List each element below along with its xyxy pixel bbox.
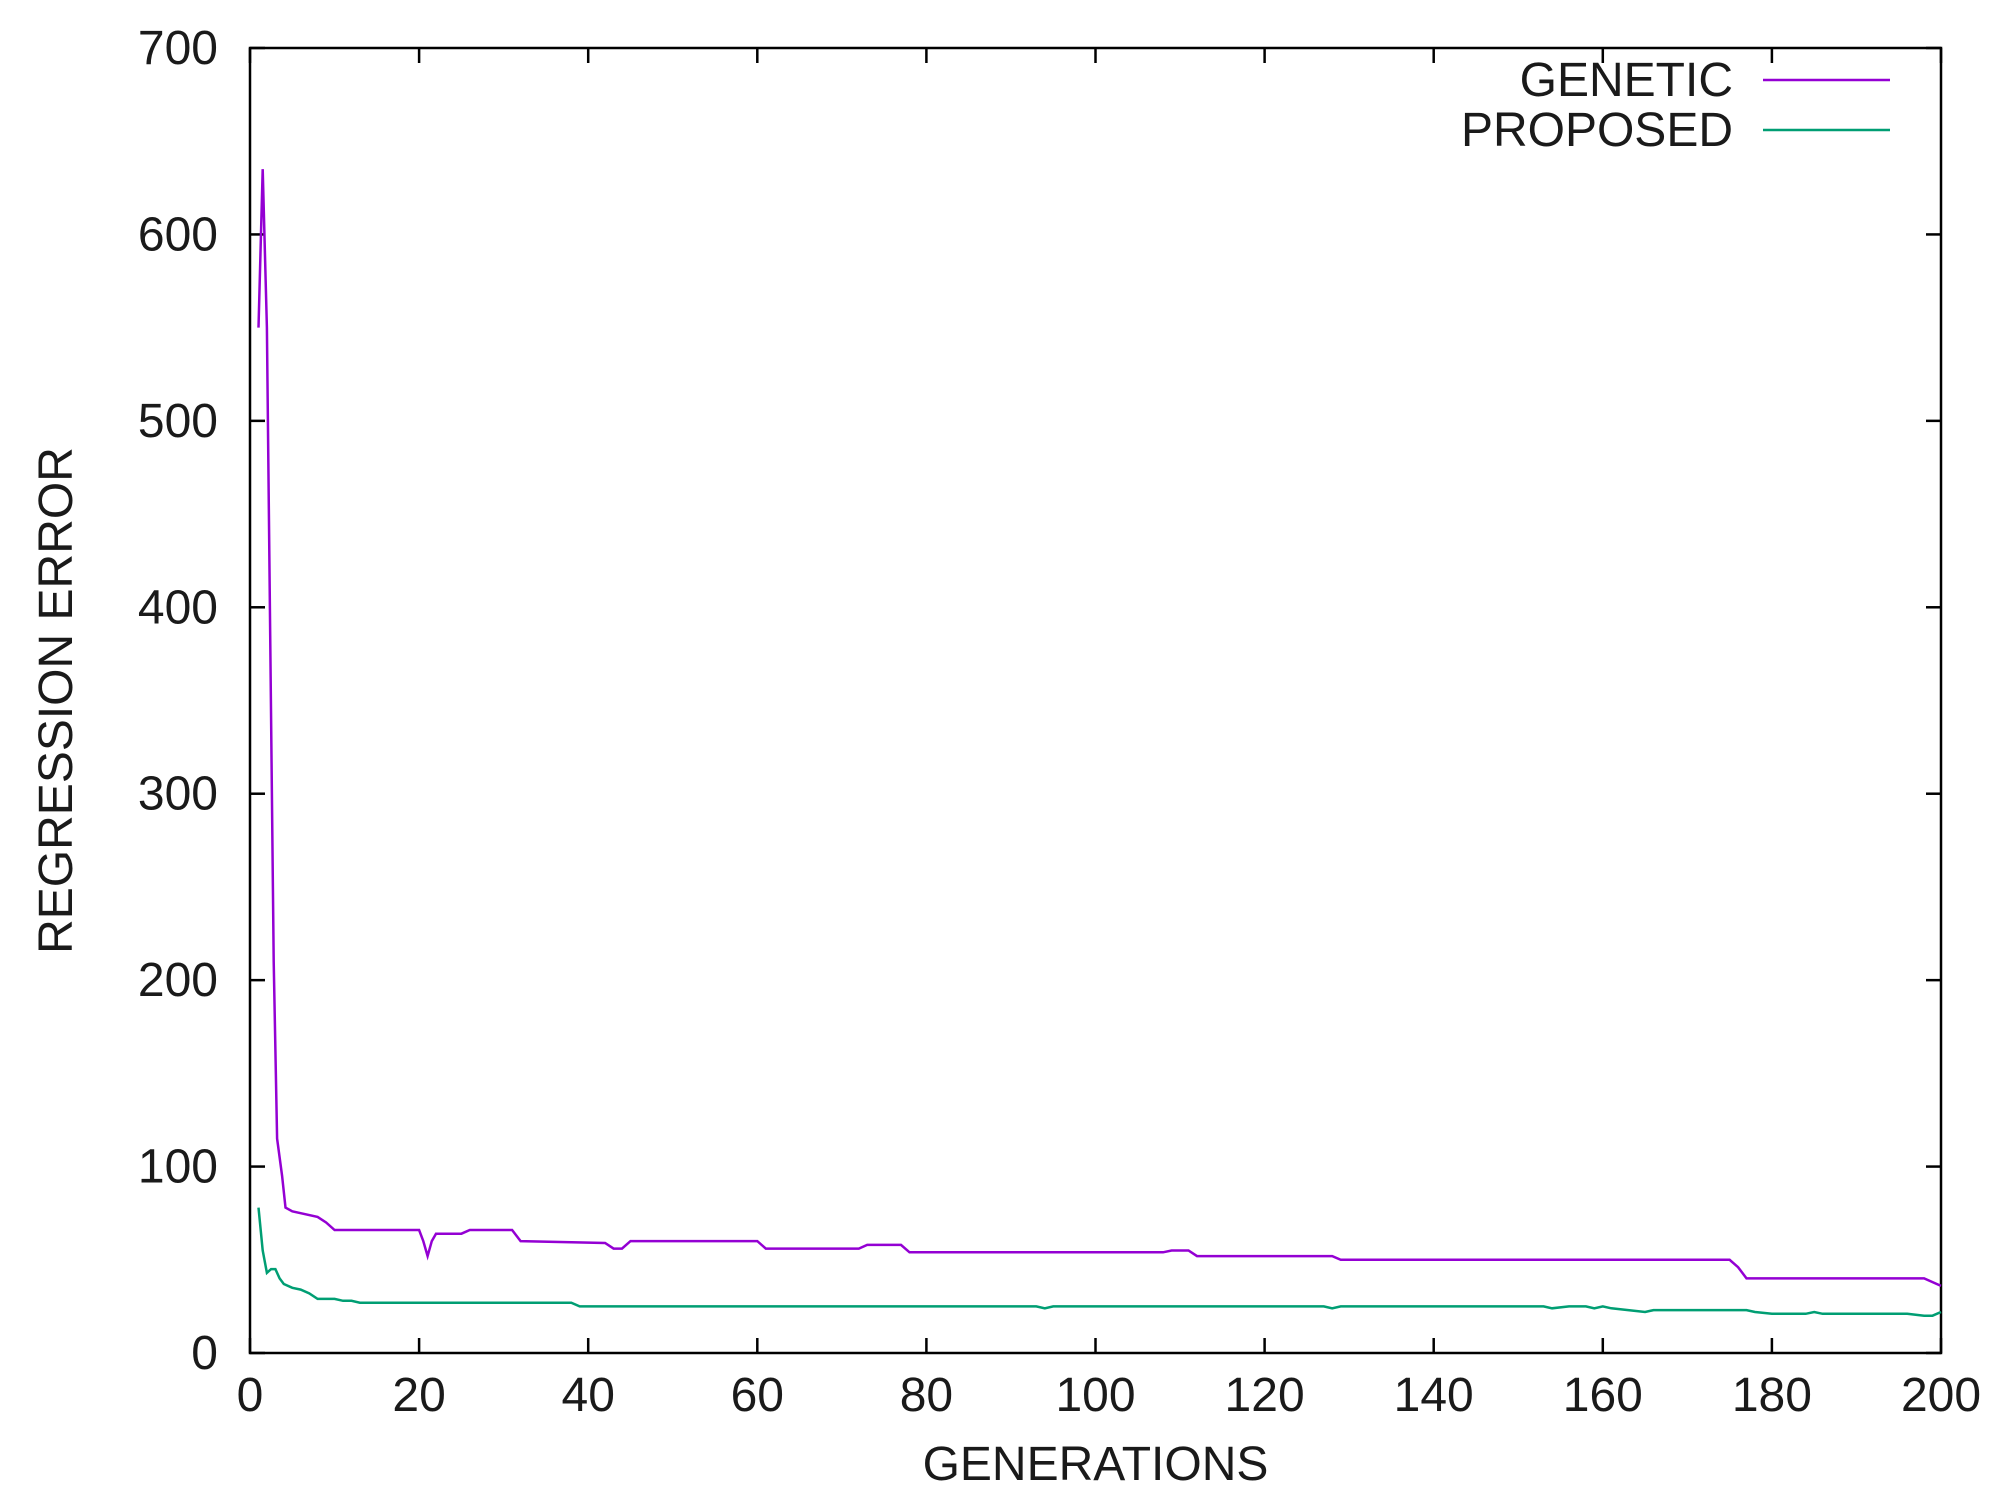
x-tick-label: 20 — [392, 1369, 445, 1422]
x-tick-label: 80 — [900, 1369, 953, 1422]
y-tick-label: 0 — [191, 1327, 218, 1380]
series-line-genetic — [257, 169, 1942, 1288]
y-tick-label: 600 — [138, 208, 218, 261]
axis-ticks-layer: 0 20 40 60 80 100 120 140 160 180 200 0 100 200 300 400… — [138, 22, 1981, 1422]
y-tick-label: 300 — [138, 768, 218, 821]
x-tick-label: 40 — [562, 1369, 615, 1422]
legend-label-proposed: PROPOSED — [1461, 104, 1733, 157]
y-tick-label: 100 — [138, 1141, 218, 1194]
y-tick-label: 500 — [138, 395, 218, 448]
x-tick-label: 120 — [1225, 1369, 1305, 1422]
x-tick-label: 140 — [1394, 1369, 1474, 1422]
y-tick-label: 200 — [138, 954, 218, 1007]
y-tick-label: 700 — [138, 22, 218, 75]
series-layer — [257, 169, 1942, 1317]
plot-area-border — [248, 46, 1943, 1355]
x-tick-label: 100 — [1055, 1369, 1135, 1422]
legend-label-genetic: GENETIC — [1520, 54, 1733, 107]
x-tick-label: 60 — [731, 1369, 784, 1422]
series-line-proposed — [257, 1207, 1942, 1317]
x-axis-title: GENERATIONS — [923, 1438, 1269, 1491]
x-tick-label: 180 — [1732, 1369, 1812, 1422]
x-tick-label: 160 — [1563, 1369, 1643, 1422]
y-tick-label: 400 — [138, 581, 218, 634]
x-tick-label: 200 — [1901, 1369, 1981, 1422]
plot-frame-layer — [248, 46, 1943, 1355]
y-axis-title: REGRESSION ERROR — [30, 447, 83, 954]
x-tick-label: 0 — [237, 1369, 264, 1422]
